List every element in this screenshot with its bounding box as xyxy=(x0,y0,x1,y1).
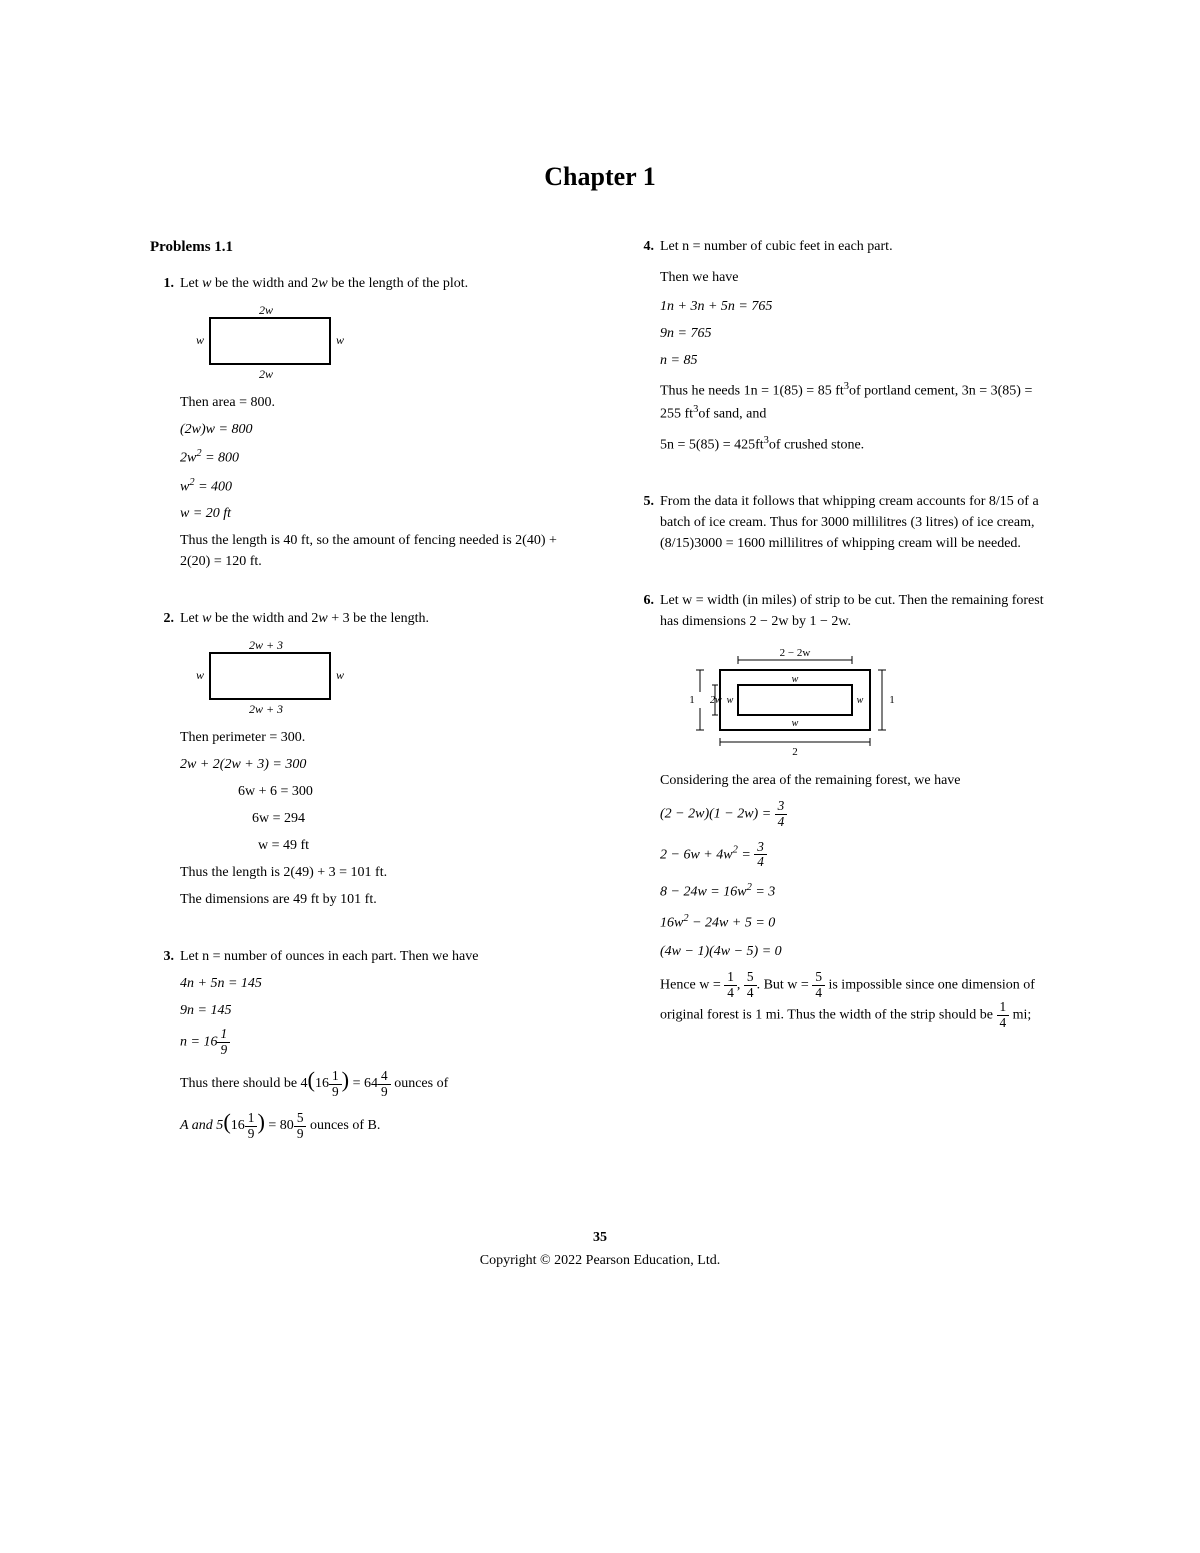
conclusion: Thus the length is 40 ft, so the amount … xyxy=(180,530,570,572)
eq: 9n = 765 xyxy=(660,323,1050,344)
svg-text:1: 1 xyxy=(689,694,695,706)
eq: 16w2 − 24w + 5 = 0 xyxy=(660,911,1050,934)
svg-text:w: w xyxy=(792,674,799,685)
eq: 9n = 145 xyxy=(180,1000,570,1021)
label-left: w xyxy=(196,668,204,682)
problem-body: Let n = number of cubic feet in each par… xyxy=(660,236,1050,461)
eq: 2w + 2(2w + 3) = 300 xyxy=(180,754,570,775)
svg-text:w: w xyxy=(857,695,864,706)
label-right: w xyxy=(336,668,344,682)
eq: 1n + 3n + 5n = 765 xyxy=(660,296,1050,317)
problem-number: 4. xyxy=(630,236,660,461)
chapter-title: Chapter 1 xyxy=(150,157,1050,196)
eq: (2w)w = 800 xyxy=(180,419,570,440)
svg-text:2: 2 xyxy=(792,746,798,758)
problem-5: 5. From the data it follows that whippin… xyxy=(630,491,1050,560)
then-text: Then we have xyxy=(660,267,1050,288)
eq: 8 − 24w = 16w2 = 3 xyxy=(660,880,1050,903)
intro-text: Let w be the width and 2w + 3 be the len… xyxy=(180,608,570,629)
right-column: 4. Let n = number of cubic feet in each … xyxy=(630,236,1050,1177)
problem-body: From the data it follows that whipping c… xyxy=(660,491,1050,560)
eq: 2 − 6w + 4w2 = 34 xyxy=(660,840,1050,870)
copyright-text: Copyright © 2022 Pearson Education, Ltd. xyxy=(150,1250,1050,1271)
problem-6: 6. Let w = width (in miles) of strip to … xyxy=(630,590,1050,1036)
intro-text: Let n = number of cubic feet in each par… xyxy=(660,236,1050,257)
page-footer: 35 Copyright © 2022 Pearson Education, L… xyxy=(150,1227,1050,1271)
intro-text: Let n = number of ounces in each part. T… xyxy=(180,946,570,967)
problem-3: 3. Let n = number of ounces in each part… xyxy=(150,946,570,1147)
section-title: Problems 1.1 xyxy=(150,236,570,259)
eq: 2w2 = 800 xyxy=(180,446,570,469)
conclusion: Hence w = 14, 54. But w = 54 is impossib… xyxy=(660,970,1050,1031)
problem-number: 6. xyxy=(630,590,660,1036)
label-top: 2w xyxy=(259,303,273,317)
body-text: From the data it follows that whipping c… xyxy=(660,491,1050,554)
eq: n = 85 xyxy=(660,350,1050,371)
left-column: Problems 1.1 1. Let w be the width and 2… xyxy=(150,236,570,1177)
conclusion: The dimensions are 49 ft by 101 ft. xyxy=(180,889,570,910)
eq: (2 − 2w)(1 − 2w) = 34 xyxy=(660,799,1050,829)
svg-text:w: w xyxy=(727,695,734,706)
svg-text:1: 1 xyxy=(889,694,895,706)
consider-text: Considering the area of the remaining fo… xyxy=(660,770,1050,791)
conclusion: Thus the length is 2(49) + 3 = 101 ft. xyxy=(180,862,570,883)
label-bottom: 2w xyxy=(259,367,273,381)
label-right: w xyxy=(336,333,344,347)
intro-text: Let w be the width and 2w be the length … xyxy=(180,273,570,294)
rectangle-diagram: 2w w w 2w xyxy=(180,302,360,382)
page-number: 35 xyxy=(150,1227,1050,1248)
problem-body: Let w be the width and 2w + 3 be the len… xyxy=(180,608,570,916)
conclusion: 5n = 5(85) = 425ft3of crushed stone. xyxy=(660,433,1050,456)
problem-number: 5. xyxy=(630,491,660,560)
then-perimeter: Then perimeter = 300. xyxy=(180,727,570,748)
problem-body: Let n = number of ounces in each part. T… xyxy=(180,946,570,1147)
eq: n = 1619 xyxy=(180,1027,570,1057)
problem-1: 1. Let w be the width and 2w be the leng… xyxy=(150,273,570,578)
forest-diagram: w w w w 2 − 2w 2 xyxy=(660,640,920,760)
problem-4: 4. Let n = number of cubic feet in each … xyxy=(630,236,1050,461)
problem-body: Let w = width (in miles) of strip to be … xyxy=(660,590,1050,1036)
problem-number: 1. xyxy=(150,273,180,578)
eq: 6w + 6 = 300 xyxy=(238,781,570,802)
conclusion: A and 5(1619) = 8059 ounces of B. xyxy=(180,1105,570,1141)
then-area: Then area = 800. xyxy=(180,392,570,413)
eq: (4w − 1)(4w − 5) = 0 xyxy=(660,941,1050,962)
eq: w = 20 ft xyxy=(180,503,570,524)
conclusion: Thus he needs 1n = 1(85) = 85 ft3of port… xyxy=(660,379,1050,424)
intro-text: Let w = width (in miles) of strip to be … xyxy=(660,590,1050,632)
label-left: w xyxy=(196,333,204,347)
problem-number: 2. xyxy=(150,608,180,916)
rectangle-diagram: 2w + 3 w w 2w + 3 xyxy=(180,637,360,717)
problem-number: 3. xyxy=(150,946,180,1147)
page-container: Chapter 1 Problems 1.1 1. Let w be the w… xyxy=(0,0,1200,1351)
eq: 6w = 294 xyxy=(252,808,570,829)
problem-body: Let w be the width and 2w be the length … xyxy=(180,273,570,578)
eq: w2 = 400 xyxy=(180,475,570,498)
svg-text:2w: 2w xyxy=(710,695,722,706)
eq: 4n + 5n = 145 xyxy=(180,973,570,994)
label-top: 2w + 3 xyxy=(249,638,283,652)
problem-2: 2. Let w be the width and 2w + 3 be the … xyxy=(150,608,570,916)
conclusion: Thus there should be 4(1619) = 6449 ounc… xyxy=(180,1063,570,1099)
eq: w = 49 ft xyxy=(258,835,570,856)
svg-text:2 − 2w: 2 − 2w xyxy=(780,647,811,659)
label-bottom: 2w + 3 xyxy=(249,702,283,716)
columns: Problems 1.1 1. Let w be the width and 2… xyxy=(150,236,1050,1177)
svg-text:w: w xyxy=(792,718,799,729)
